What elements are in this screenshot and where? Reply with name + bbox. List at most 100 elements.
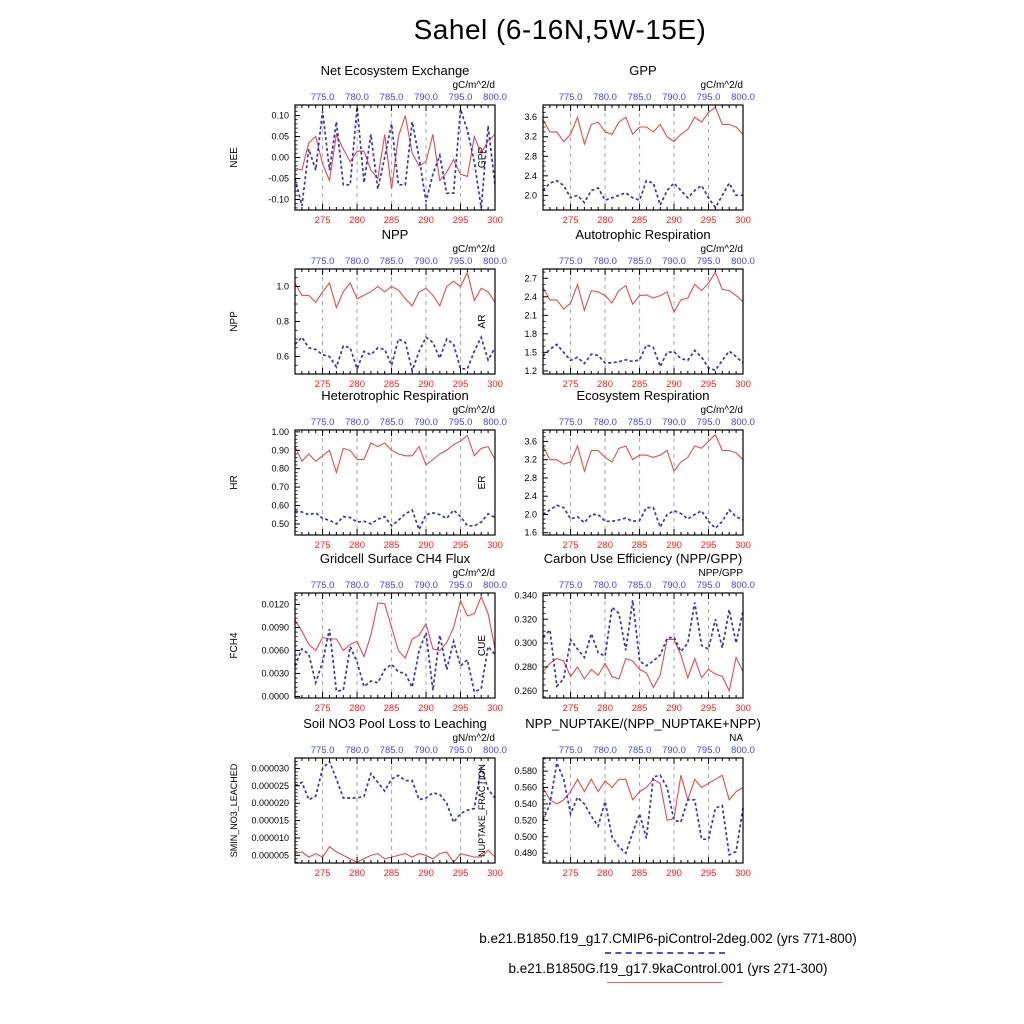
y-axis-tick-label: 0.50 (271, 519, 289, 529)
x-axis-top-tick-label: 795.0 (697, 745, 721, 756)
y-axis-tick-label: 1.00 (271, 427, 289, 437)
series-picontrol-blue (294, 628, 496, 694)
x-axis-top-tick-label: 775.0 (311, 256, 335, 267)
plot-box (294, 592, 496, 699)
x-axis-bottom-tick-label: 295 (701, 215, 717, 226)
series-9kacontrol-red (542, 774, 744, 821)
x-axis-bottom-tick-label: 280 (597, 379, 613, 390)
x-axis-top-tick-label: 775.0 (559, 580, 583, 591)
y-axis-tick-label: 2.4 (524, 292, 537, 302)
y-axis-tick-label: -0.10 (268, 195, 289, 205)
y-axis-tick-label: 0.000015 (251, 816, 289, 826)
x-axis-bottom-tick-label: 275 (563, 868, 579, 879)
x-axis-top-tick-label: 780.0 (345, 745, 369, 756)
series-picontrol-blue (542, 600, 744, 688)
x-axis-bottom-tick-label: 280 (597, 703, 613, 714)
x-axis-top-tick-label: 795.0 (449, 92, 473, 103)
y-axis-tick-label: 0.280 (514, 662, 537, 672)
x-axis-top-tick-label: 785.0 (380, 745, 404, 756)
y-axis-tick-label: 0.000025 (251, 781, 289, 791)
x-axis-bottom-tick-label: 295 (453, 379, 469, 390)
y-axis-tick-label: 2.0 (524, 190, 537, 200)
x-axis-top-tick-label: 780.0 (345, 92, 369, 103)
y-axis-tick-label: 1.6 (524, 528, 537, 538)
x-axis-top-tick-label: 790.0 (414, 580, 438, 591)
x-axis-bottom-tick-label: 275 (315, 540, 331, 551)
y-axis-tick-label: 2.7 (524, 273, 537, 283)
x-axis-bottom-tick-label: 295 (453, 703, 469, 714)
y-axis-title: CUE (477, 635, 488, 656)
y-axis-tick-label: 0.320 (514, 614, 537, 624)
series-9kacontrol-red (294, 595, 496, 660)
y-axis-title: GPP (477, 147, 488, 168)
x-axis-bottom-tick-label: 300 (735, 379, 751, 390)
x-axis-top-tick-label: 790.0 (414, 417, 438, 428)
subplot-er: 275 280 285 290 295 300 775.0 780.0 785.0 790.0 79… (477, 388, 755, 551)
series-picontrol-blue (542, 343, 744, 372)
x-axis-bottom-tick-label: 300 (735, 215, 751, 226)
x-axis-bottom-tick-label: 275 (563, 703, 579, 714)
x-axis-top-tick-label: 785.0 (628, 417, 652, 428)
x-axis-bottom-tick-label: 295 (453, 215, 469, 226)
x-axis-bottom-tick-label: 290 (418, 868, 434, 879)
x-axis-bottom-tick-label: 275 (315, 215, 331, 226)
x-axis-bottom-tick-label: 275 (315, 379, 331, 390)
y-axis-tick-label: 3.2 (524, 455, 537, 465)
y-axis-tick-label: 0.340 (514, 590, 537, 600)
x-axis-top-tick-label: 795.0 (697, 256, 721, 267)
y-axis-tick-label: 2.4 (524, 171, 537, 181)
series-9kacontrol-red (294, 115, 496, 190)
y-axis-tick-label: 0.00 (271, 153, 289, 163)
legend-entry-picontrol-label: b.e21.B1850.f19_g17.CMIP6-piControl-2deg… (479, 931, 857, 946)
x-axis-top-tick-label: 790.0 (662, 256, 686, 267)
x-axis-top-tick-label: 775.0 (311, 92, 335, 103)
x-axis-bottom-tick-label: 280 (597, 215, 613, 226)
panel-title: Gridcell Surface CH4 Flux (320, 551, 471, 566)
y-axis-tick-label: 0.0000 (261, 691, 289, 701)
x-axis-bottom-tick-label: 290 (418, 540, 434, 551)
plot-box (542, 429, 744, 536)
x-axis-bottom-tick-label: 295 (453, 540, 469, 551)
x-axis-bottom-tick-label: 290 (666, 379, 682, 390)
x-axis-top-tick-label: 785.0 (380, 256, 404, 267)
x-axis-top-tick-label: 785.0 (628, 92, 652, 103)
subplot-gpp: 275 280 285 290 295 300 775.0 780.0 785.0 790.0 79… (477, 63, 755, 226)
x-axis-bottom-tick-label: 295 (701, 379, 717, 390)
x-axis-top-tick-label: 780.0 (593, 745, 617, 756)
x-axis-top-tick-label: 790.0 (662, 580, 686, 591)
y-axis-tick-label: 0.480 (514, 848, 537, 858)
page-title: Sahel (6-16N,5W-15E) (413, 14, 707, 45)
x-axis-bottom-tick-label: 280 (349, 215, 365, 226)
plot-box (542, 268, 744, 375)
y-axis-tick-label: 0.260 (514, 686, 537, 696)
subplot-nuptake_fraction: 275 280 285 290 295 300 775.0 780.0 785.0 790.0 79… (477, 716, 761, 879)
panel-units-label: gC/m^2/d (453, 244, 496, 255)
y-axis-title: ER (477, 476, 488, 490)
x-axis-top-tick-label: 780.0 (345, 417, 369, 428)
y-axis-tick-label: 2.8 (524, 473, 537, 483)
subplot-cue: 275 280 285 290 295 300 775.0 780.0 785.0 790.0 79… (477, 551, 755, 714)
y-axis-tick-label: 0.000005 (251, 850, 289, 860)
y-axis-tick-label: 0.540 (514, 799, 537, 809)
x-axis-bottom-tick-label: 295 (701, 868, 717, 879)
x-axis-top-tick-label: 780.0 (593, 92, 617, 103)
series-9kacontrol-red (542, 270, 744, 314)
panel-title: Carbon Use Efficiency (NPP/GPP) (544, 551, 742, 566)
x-axis-bottom-tick-label: 290 (418, 703, 434, 714)
panel-title: Soil NO3 Pool Loss to Leaching (303, 716, 487, 731)
series-9kacontrol-red (294, 845, 496, 864)
plot-box (294, 429, 496, 536)
plot-box (542, 757, 744, 864)
y-axis-tick-label: 0.60 (271, 501, 289, 511)
x-axis-top-tick-label: 800.0 (483, 417, 507, 428)
x-axis-top-tick-label: 800.0 (731, 92, 755, 103)
y-axis-tick-label: 0.6 (276, 352, 289, 362)
x-axis-top-tick-label: 800.0 (483, 92, 507, 103)
x-axis-top-tick-label: 780.0 (593, 580, 617, 591)
panel-units-label: gN/m^2/d (453, 733, 496, 744)
y-axis-tick-label: 0.300 (514, 638, 537, 648)
series-9kacontrol-red (542, 433, 744, 473)
subplot-hr: 275 280 285 290 295 300 775.0 780.0 785.0 790.0 79… (229, 388, 507, 551)
x-axis-top-tick-label: 800.0 (731, 580, 755, 591)
y-axis-tick-label: 2.8 (524, 151, 537, 161)
